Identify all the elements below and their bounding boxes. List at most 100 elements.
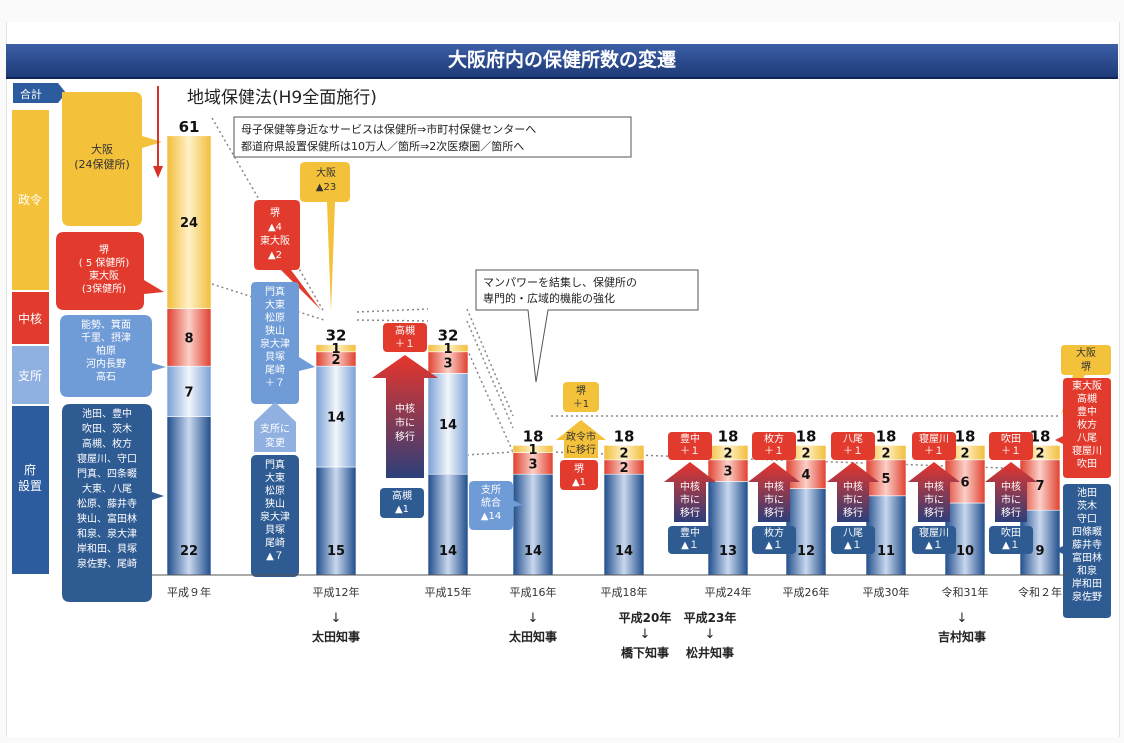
governor-arrow-4: ↓ xyxy=(705,627,716,642)
transition-arrow-2 xyxy=(827,462,879,522)
bar-chukaku-6 xyxy=(785,459,827,489)
r2-fu-text: 池田茨木守口四條畷藤井寺富田林和泉岸和田泉佐野 xyxy=(1072,486,1102,603)
callout-h15-move-arrow xyxy=(372,355,438,478)
x-label-5: 平成24年 xyxy=(705,585,752,599)
bar-fu-2 xyxy=(427,473,469,576)
left-box-seirei xyxy=(62,92,162,226)
total-label-9: 18 xyxy=(1030,427,1051,445)
headline-arrow-head xyxy=(153,166,163,178)
x-label-4: 平成18年 xyxy=(601,585,648,599)
bar-chukaku-0 xyxy=(166,308,212,367)
r2-seirei-text: 大阪堺 xyxy=(1076,346,1096,373)
bar-label-fu-4: 14 xyxy=(615,544,633,559)
transition-arrow-text-4: 中核市に移行 xyxy=(1001,480,1021,519)
r2-seirei-box xyxy=(1061,345,1111,415)
bar-fu-3 xyxy=(512,473,554,576)
callout-h12-change-arrow xyxy=(254,402,296,452)
callout-takatsuki-minus xyxy=(380,488,424,518)
bar-label-chukaku-4: 2 xyxy=(619,461,628,476)
legend-chukaku-label: 中核 xyxy=(18,311,42,326)
transition-plus-text-4: 吹田＋１ xyxy=(1001,432,1021,457)
governor-era-3: 平成20年 xyxy=(619,610,672,625)
governors: ↓ 太田知事 ↓ 太田知事 平成20年 ↓ 橋下知事 平成23年 ↓ 松井知事 … xyxy=(312,610,986,660)
governor-arrow-1: ↓ xyxy=(331,611,342,626)
transition-minus-text-3: 寝屋川▲１ xyxy=(919,526,949,551)
bar-label-fu-0: 22 xyxy=(180,544,198,559)
bar-label-fu-7: 11 xyxy=(877,544,895,559)
bar-label-seirei-0: 24 xyxy=(180,216,198,231)
transition-minus-box-1 xyxy=(752,526,796,554)
callout-osaka23-text: 大阪▲23 xyxy=(316,166,336,193)
bar-fu-1 xyxy=(315,466,357,576)
transition-minus-box-0 xyxy=(668,526,712,554)
x-label-6: 平成26年 xyxy=(783,585,830,599)
x-label-7: 平成30年 xyxy=(863,585,910,599)
bar-label-fu-6: 12 xyxy=(797,544,815,559)
legend-total-tag xyxy=(13,83,66,103)
governor-name-2: 太田知事 xyxy=(509,629,557,644)
total-label-7: 18 xyxy=(876,427,897,445)
total-label-0: 61 xyxy=(179,118,200,136)
bar-label-shisho-1: 14 xyxy=(327,411,345,426)
r2-lists: 大阪堺 東大阪高槻豊中枚方八尾寝屋川吹田 池田茨木守口四條畷藤井寺富田林和泉岸和… xyxy=(1055,345,1111,618)
x-label-0: 平成９年 xyxy=(167,585,211,599)
callout-sakai-minus-text: 堺▲1 xyxy=(572,463,586,488)
callout-sakai-plus-text: 堺＋1 xyxy=(573,385,589,410)
bar-fu-5 xyxy=(707,481,749,576)
note-mid-line2: 専門的・広域的機能の強化 xyxy=(483,291,615,305)
transition-plus-box-3 xyxy=(912,432,956,460)
callout-takatsuki-plus-text: 高槻＋１ xyxy=(395,324,415,350)
callout-shisho-merge-text: 支所統合▲14 xyxy=(481,484,501,522)
total-label-3: 18 xyxy=(523,427,544,445)
governor-arrow-5: ↓ xyxy=(957,611,968,626)
governor-arrow-3: ↓ xyxy=(640,627,651,642)
left-boxes: 大阪(24保健所) 堺( 5 保健所)東大阪(3保健所) 能勢、箕面千里、摂津柏… xyxy=(56,92,166,602)
left-box-fu-text: 池田、豊中吹田、茨木高槻、枚方寝屋川、守口門真、四条畷大東、八尾松原、藤井寺狭山… xyxy=(77,407,137,570)
x-label-9: 令和２年 xyxy=(1018,585,1062,599)
x-label-2: 平成15年 xyxy=(425,585,472,599)
callout-sakai-plus xyxy=(563,382,599,412)
transition-minus-text-1: 枚方▲１ xyxy=(764,526,784,551)
bar-seirei-2 xyxy=(427,344,469,353)
r2-fu-box xyxy=(1055,484,1111,618)
legend-column: 合計 政令 中核 支所 府設置 xyxy=(12,83,66,574)
governor-name-4: 松井知事 xyxy=(686,645,734,660)
transition-plus-text-2: 八尾＋１ xyxy=(843,433,863,457)
bar-label-fu-1: 15 xyxy=(327,544,345,559)
transition-minus-text-0: 豊中▲１ xyxy=(680,526,700,551)
total-label-8: 18 xyxy=(955,427,976,445)
bar-label-chukaku-5: 3 xyxy=(723,465,732,480)
bar-label-shisho-0: 7 xyxy=(184,385,193,400)
governor-name-1: 太田知事 xyxy=(312,629,360,644)
bar-label-seirei-1: 1 xyxy=(331,342,340,357)
transition-plus-text-1: 枚方＋１ xyxy=(764,432,784,457)
bar-label-chukaku-0: 8 xyxy=(184,331,193,346)
bar-label-chukaku-6: 4 xyxy=(801,468,810,483)
r2-chukaku-text: 東大阪高槻豊中枚方八尾寝屋川吹田 xyxy=(1072,379,1102,470)
note-box-mid: マンパワーを結集し、保健所の 専門的・広域的機能の強化 xyxy=(475,269,699,383)
callout-shisho-merge xyxy=(469,481,523,530)
transition-plus-box-2 xyxy=(831,432,875,460)
bar-label-seirei-2: 1 xyxy=(443,342,452,357)
governor-name-3: 橋下知事 xyxy=(621,645,669,660)
callout-takatsuki-minus-text: 高槻▲1 xyxy=(392,489,412,515)
callout-seirei-move-text: 政令市に移行 xyxy=(566,430,596,456)
total-label-5: 18 xyxy=(718,427,739,445)
legend-fu-label: 府設置 xyxy=(18,462,42,493)
legend-chukaku xyxy=(12,292,49,344)
bar-label-fu-9: 9 xyxy=(1035,544,1044,559)
governor-era-4: 平成23年 xyxy=(684,610,737,625)
governor-arrow-2: ↓ xyxy=(528,611,539,626)
bar-label-chukaku-8: 6 xyxy=(960,475,969,490)
x-axis-labels: 平成９年 平成12年 平成15年 平成16年 平成18年 平成24年 平成26年 平成30年 令… xyxy=(167,585,1062,599)
bar-label-seirei-6: 2 xyxy=(801,447,810,462)
slide-title: 大阪府内の保健所数の変遷 xyxy=(6,44,1118,79)
transition-arrow-1 xyxy=(748,462,800,522)
note-top-line1: 母子保健等身近なサービスは保健所⇒市町村保健センターへ xyxy=(241,122,536,136)
callout-h12-change-text: 支所に変更 xyxy=(260,423,290,449)
bar-seirei-1 xyxy=(315,344,357,353)
left-box-chukaku-text: 堺( 5 保健所)東大阪(3保健所) xyxy=(79,244,130,295)
callout-sakai-higashiosaka-text: 堺▲4 東大阪▲2 xyxy=(260,207,290,261)
transition-arrow-text-0: 中核市に移行 xyxy=(680,480,700,519)
callout-h15-move-text: 中核市に移行 xyxy=(395,402,415,443)
